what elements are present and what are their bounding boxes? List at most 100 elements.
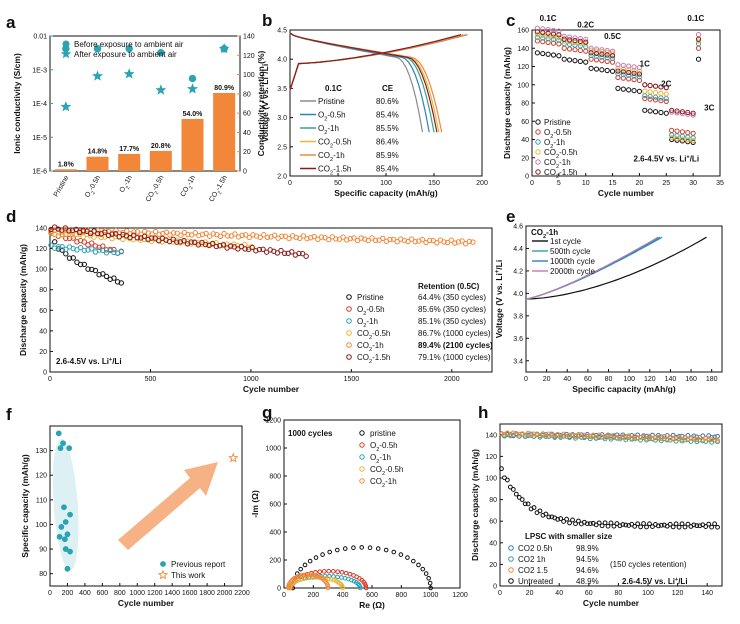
- c-point: [679, 136, 686, 142]
- g-point: [313, 555, 319, 560]
- c-point: [615, 74, 621, 81]
- panel-label-d: d: [6, 207, 16, 226]
- d-point: [92, 267, 99, 274]
- c-rate-label: 0.1C: [687, 14, 704, 23]
- a-category-label: CO2-0.5h: [145, 174, 168, 204]
- g-point: [391, 549, 397, 555]
- c-legend-label: CO2-1h: [544, 158, 571, 170]
- c-legend-label: O2-1h: [544, 138, 565, 150]
- d-point: [235, 246, 241, 252]
- d-point: [387, 236, 393, 243]
- h-point: [688, 439, 694, 444]
- c-point: [626, 76, 632, 82]
- c-point: [626, 67, 632, 73]
- d-point: [354, 237, 361, 244]
- c-point: [556, 37, 562, 43]
- a-bar: [118, 153, 141, 171]
- c-point: [690, 112, 696, 118]
- c-point: [567, 37, 573, 43]
- a-category-label: CO2-1h: [179, 174, 199, 199]
- g-point: [367, 545, 373, 550]
- d-legend-name: CO2-1h: [357, 341, 384, 353]
- h-point: [543, 511, 549, 517]
- h-point: [558, 434, 564, 439]
- c-point: [550, 31, 557, 37]
- c-point: [663, 85, 669, 91]
- e-legend-label: 1st cycle: [550, 237, 582, 246]
- d-point: [202, 241, 209, 248]
- h-point: [641, 521, 646, 526]
- c-rate-label: 3C: [704, 103, 714, 112]
- c-point: [647, 82, 653, 89]
- a-point-after: [155, 84, 167, 95]
- panel-label-g: g: [262, 403, 272, 422]
- d-point: [303, 253, 309, 259]
- d-point: [340, 234, 346, 240]
- f-xtick-label: 1000: [129, 590, 145, 597]
- h-point: [644, 436, 649, 441]
- b-legend-ce: 85.4%: [376, 165, 399, 174]
- h-point: [715, 437, 720, 443]
- g-ytick-label: 800: [269, 474, 281, 481]
- a-bar-label: 1.8%: [58, 161, 75, 168]
- d-point: [96, 247, 102, 253]
- c-ytick-label: 100: [517, 82, 529, 89]
- c-point: [674, 110, 680, 116]
- g-legend-label: CO2-0.5h: [370, 465, 403, 477]
- h-point: [608, 520, 614, 526]
- g-ytick-label: 400: [269, 530, 281, 537]
- c-point: [593, 66, 600, 72]
- h-point: [667, 521, 673, 527]
- c-point: [550, 36, 557, 43]
- d-point: [63, 246, 69, 253]
- e-xtick-label: 20: [543, 376, 551, 383]
- c-point: [695, 56, 702, 62]
- h-xtick-label: 20: [526, 590, 534, 597]
- c-ytick-label: 140: [517, 46, 529, 53]
- c-point: [647, 93, 653, 100]
- h-point: [644, 524, 649, 530]
- f-plot-frame: [49, 425, 243, 587]
- g-point: [331, 577, 337, 583]
- h-ylabel: Discharge capacity (mAh/g): [470, 449, 480, 561]
- c-point: [577, 35, 583, 42]
- h-point: [546, 433, 552, 439]
- d-ytick-label: 80: [39, 287, 47, 294]
- f-previous-point: [64, 531, 71, 538]
- d-point: [206, 233, 213, 239]
- f-xlabel: Cycle number: [118, 598, 175, 608]
- g-point: [308, 572, 313, 578]
- g-point: [427, 580, 433, 586]
- f-previous-point: [58, 524, 65, 530]
- a-bar-label: 54.0%: [183, 111, 204, 118]
- h-point: [537, 434, 543, 440]
- c-point: [583, 36, 589, 42]
- b-discharge-curve: [289, 32, 438, 133]
- c-xtick-label: 35: [716, 180, 724, 187]
- a-point-before: [188, 74, 197, 83]
- d-point: [156, 238, 162, 244]
- c-point: [604, 55, 610, 61]
- d-point: [401, 237, 408, 244]
- f-arrow: [118, 462, 218, 550]
- c-ytick-label: 60: [521, 119, 529, 126]
- d-point: [405, 238, 411, 245]
- g-legend-marker: [359, 478, 365, 484]
- b-legend-name: O2-1h: [318, 124, 339, 136]
- h-xtick-label: 80: [615, 590, 623, 597]
- c-point: [620, 75, 626, 81]
- g-point: [340, 585, 345, 591]
- h-point: [694, 437, 700, 443]
- c-point: [679, 109, 686, 115]
- c-point: [615, 71, 621, 77]
- h-point: [522, 501, 528, 507]
- e-xlabel: Specific capacity (mAh/g): [572, 384, 676, 394]
- c-point: [631, 70, 637, 76]
- d-point: [170, 236, 176, 242]
- a-y2tick-label: 0: [243, 169, 247, 176]
- c-point: [599, 54, 605, 60]
- h-legend-marker: [508, 545, 514, 551]
- d-point: [70, 255, 76, 261]
- g-legend-label: O2-1h: [370, 453, 391, 465]
- c-point: [685, 109, 691, 116]
